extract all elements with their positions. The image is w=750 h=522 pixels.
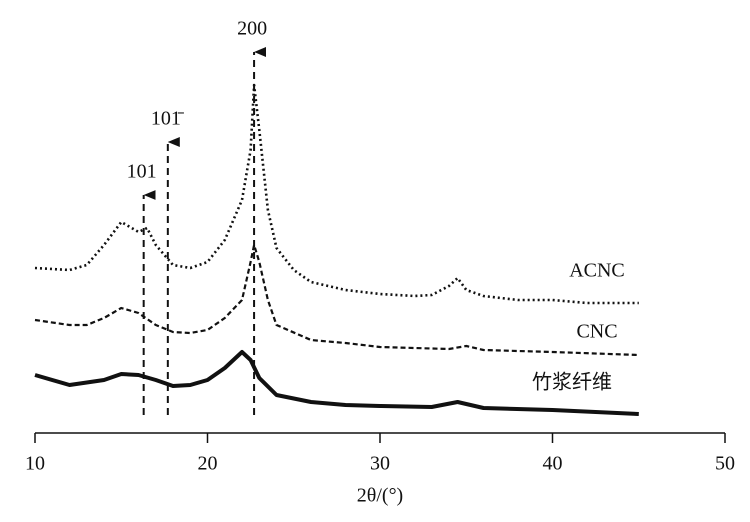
x-axis-label: 2θ/(°) (357, 485, 403, 507)
x-tick-label: 10 (25, 453, 45, 475)
x-tick-label: 50 (715, 453, 735, 475)
series-label: CNC (576, 321, 617, 343)
peak-label: 101 (127, 161, 157, 183)
series-line (34, 83, 639, 305)
peak-label: 200 (237, 18, 267, 40)
x-tick-label: 30 (370, 453, 390, 475)
series-label: 竹浆纤维 (532, 371, 612, 394)
x-tick-label: 40 (543, 453, 563, 475)
series-line (34, 350, 639, 416)
series-label: ACNC (569, 260, 625, 282)
peak-label: 101̄ (151, 108, 185, 130)
x-tick-label: 20 (198, 453, 218, 475)
series-line (34, 243, 639, 357)
